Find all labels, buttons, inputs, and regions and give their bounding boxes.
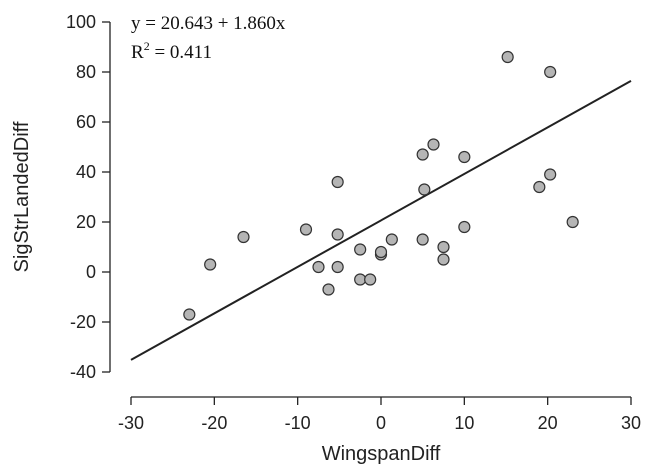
data-point xyxy=(416,148,429,161)
y-tick-label: 60 xyxy=(76,112,96,132)
data-point xyxy=(458,220,471,234)
data-point xyxy=(544,65,557,79)
y-tick-label: 20 xyxy=(76,212,96,232)
data-point xyxy=(299,223,313,236)
data-point xyxy=(364,273,377,286)
regression-line xyxy=(130,80,632,361)
y-tick-label: 100 xyxy=(66,12,96,32)
y-axis-title: SigStrLandedDiff xyxy=(11,121,33,272)
x-tick-label: -20 xyxy=(201,413,227,433)
y-tick-label: -20 xyxy=(70,312,96,332)
data-point xyxy=(566,215,579,229)
x-tick-label: -10 xyxy=(285,413,311,433)
data-point xyxy=(501,50,514,64)
data-point xyxy=(385,233,398,246)
data-point xyxy=(312,260,325,274)
r-squared-symbol: R xyxy=(131,42,144,63)
r-squared-text: R2 = 0.411 xyxy=(131,39,212,63)
data-point xyxy=(331,260,344,274)
data-point xyxy=(427,138,440,151)
x-tick-label: 10 xyxy=(454,413,474,433)
y-tick-label: 80 xyxy=(76,62,96,82)
data-point xyxy=(418,183,431,196)
x-axis: -30 -20 -10 0 10 20 30 xyxy=(118,396,641,433)
data-points xyxy=(183,50,579,321)
data-point xyxy=(458,150,471,164)
y-ticks: -40 -20 0 20 40 60 80 100 xyxy=(66,12,110,382)
data-point xyxy=(354,273,367,286)
data-point xyxy=(331,228,344,241)
y-tick-label: -40 xyxy=(70,362,96,382)
data-point xyxy=(544,168,557,181)
x-axis-title: WingspanDiff xyxy=(322,443,441,465)
y-axis: -40 -20 0 20 40 60 80 100 xyxy=(66,12,111,382)
data-point xyxy=(354,243,367,256)
r-squared-value: = 0.411 xyxy=(150,42,212,63)
data-point xyxy=(437,253,450,266)
data-point xyxy=(322,283,335,296)
y-tick-label: 40 xyxy=(76,162,96,182)
x-ticks: -30 -20 -10 0 10 20 30 xyxy=(118,397,641,433)
r-squared-superscript: 2 xyxy=(144,39,150,53)
data-point xyxy=(331,175,344,189)
regression-annotation: y = 20.643 + 1.860x R2 = 0.411 xyxy=(131,13,286,63)
x-tick-label: 0 xyxy=(376,413,386,433)
data-point xyxy=(533,180,546,194)
x-tick-label: 20 xyxy=(538,413,558,433)
data-point xyxy=(204,258,217,271)
x-tick-label: 30 xyxy=(621,413,641,433)
data-point xyxy=(237,230,250,244)
regression-equation: y = 20.643 + 1.860x xyxy=(131,13,286,34)
data-point xyxy=(437,240,450,254)
x-tick-label: -30 xyxy=(118,413,144,433)
y-tick-label: 0 xyxy=(86,262,96,282)
data-point xyxy=(183,308,196,321)
data-point xyxy=(416,233,429,246)
data-point xyxy=(374,245,388,259)
